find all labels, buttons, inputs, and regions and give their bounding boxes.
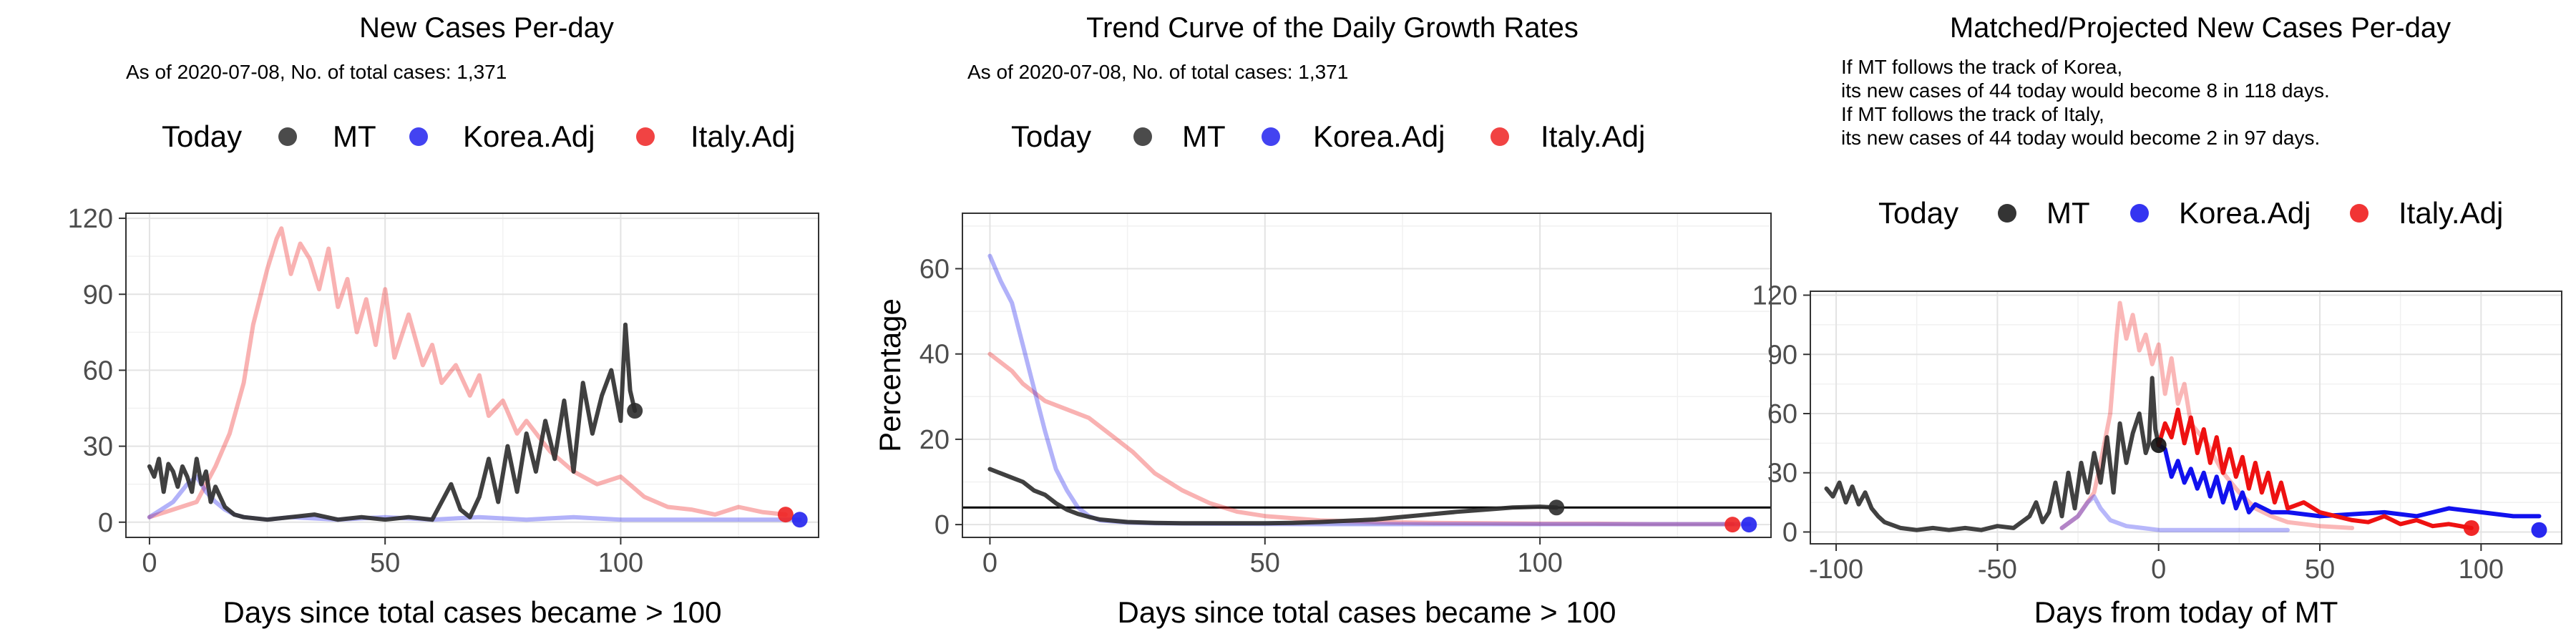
x-tick-label: 0 xyxy=(982,548,997,578)
x-axis-label: Days since total cases became > 100 xyxy=(223,595,722,629)
y-tick-label: 20 xyxy=(919,425,950,455)
plot-panel xyxy=(126,213,819,537)
point-marker-korea-adj xyxy=(1741,517,1757,532)
y-tick-label: 60 xyxy=(1767,399,1797,429)
y-tick-label: 30 xyxy=(83,432,113,462)
legend-label: MT xyxy=(333,119,376,153)
chart-note: If MT follows the track of Italy, xyxy=(1841,103,2104,125)
legend-label: MT xyxy=(1182,119,1226,153)
legend-label: Korea.Adj xyxy=(2179,196,2311,230)
legend-label: Italy.Adj xyxy=(2399,196,2503,230)
y-tick-label: 30 xyxy=(1767,459,1797,489)
legend-label: Korea.Adj xyxy=(463,119,595,153)
x-tick-label: 50 xyxy=(2305,555,2335,585)
x-tick-label: 100 xyxy=(598,548,643,578)
point-marker-mt xyxy=(1548,499,1564,515)
chart-title: Trend Curve of the Daily Growth Rates xyxy=(1086,12,1579,44)
y-tick-label: 60 xyxy=(919,254,950,284)
point-marker-italy-adj xyxy=(778,507,794,522)
legend-title: Today xyxy=(1878,196,1958,230)
legend-marker xyxy=(2350,204,2368,223)
legend-label: Korea.Adj xyxy=(1313,119,1445,153)
y-tick-label: 90 xyxy=(83,280,113,310)
y-axis-label: Percentage xyxy=(873,298,907,452)
legend-marker xyxy=(1491,127,1509,146)
x-tick-label: -50 xyxy=(1978,555,2017,585)
point-marker-korea-adj xyxy=(792,512,808,527)
chart-2: Trend Curve of the Daily Growth Rates As … xyxy=(873,12,1771,629)
chart-3: Matched/Projected New Cases Per-day If MT… xyxy=(1752,12,2562,629)
plot-panel xyxy=(962,213,1771,537)
legend-title: Today xyxy=(1011,119,1091,153)
y-tick-label: 90 xyxy=(1767,340,1797,370)
x-tick-label: 50 xyxy=(370,548,400,578)
x-tick-label: 100 xyxy=(2459,555,2504,585)
chart-note: If MT follows the track of Korea, xyxy=(1841,56,2122,78)
y-tick-label: 120 xyxy=(1752,281,1797,311)
chart-1: New Cases Per-day As of 2020-07-08, No. o… xyxy=(68,12,819,629)
legend-label: MT xyxy=(2046,196,2090,230)
legend-marker xyxy=(1998,204,2016,223)
point-marker-mt xyxy=(627,403,643,419)
legend: Today MT Korea.Adj Italy.Adj xyxy=(1011,119,1645,153)
legend-label: Italy.Adj xyxy=(691,119,795,153)
x-tick-label: 50 xyxy=(1250,548,1280,578)
y-tick-label: 60 xyxy=(83,356,113,386)
legend-marker xyxy=(409,127,428,146)
x-axis-label: Days from today of MT xyxy=(2034,595,2338,629)
chart-note: its new cases of 44 today would become 2… xyxy=(1841,127,2320,149)
y-tick-label: 0 xyxy=(935,510,950,540)
legend-label: Italy.Adj xyxy=(1541,119,1645,153)
legend: Today MT Korea.Adj Italy.Adj xyxy=(162,119,795,153)
legend-marker xyxy=(2130,204,2149,223)
chart-subtitle: As of 2020-07-08, No. of total cases: 1,… xyxy=(126,61,507,83)
legend-marker xyxy=(278,127,297,146)
chart-subtitle: As of 2020-07-08, No. of total cases: 1,… xyxy=(967,61,1348,83)
legend-marker xyxy=(1133,127,1152,146)
x-tick-label: 100 xyxy=(1517,548,1562,578)
chart-title: New Cases Per-day xyxy=(359,12,614,44)
legend-marker xyxy=(636,127,655,146)
point-marker-italy-adj xyxy=(2464,520,2479,536)
chart-note: its new cases of 44 today would become 8… xyxy=(1841,79,2330,102)
point-marker-italy-adj xyxy=(1724,517,1740,532)
y-tick-label: 0 xyxy=(1782,517,1797,547)
point-marker-korea-adj xyxy=(2531,522,2547,538)
x-tick-label: 0 xyxy=(2151,555,2166,585)
x-tick-label: 0 xyxy=(142,548,157,578)
legend-title: Today xyxy=(162,119,242,153)
plot-panel xyxy=(1810,291,2562,544)
y-tick-label: 120 xyxy=(68,204,113,234)
legend: Today MT Korea.Adj Italy.Adj xyxy=(1878,196,2503,230)
legend-marker xyxy=(1262,127,1280,146)
chart-title: Matched/Projected New Cases Per-day xyxy=(1950,12,2451,44)
y-tick-label: 0 xyxy=(98,508,113,538)
y-tick-label: 40 xyxy=(919,340,950,370)
point-marker-mt xyxy=(2151,437,2167,453)
x-axis-label: Days since total cases became > 100 xyxy=(1118,595,1616,629)
x-tick-label: -100 xyxy=(1809,555,1863,585)
